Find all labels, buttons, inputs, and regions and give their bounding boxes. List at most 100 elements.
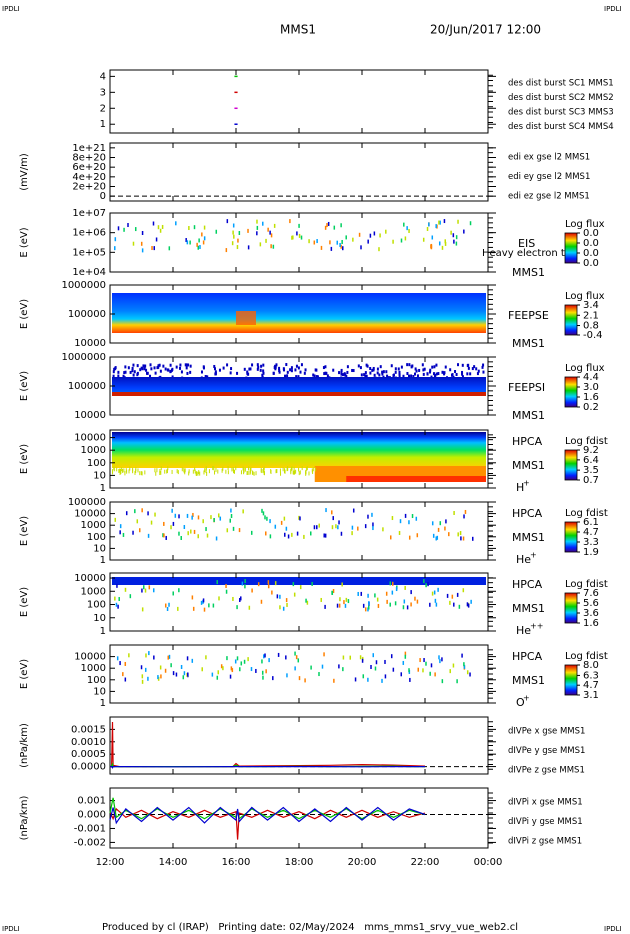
species-charge: + [523, 694, 530, 703]
spectrogram-fill [121, 467, 123, 472]
spectrogram-fill [434, 672, 436, 677]
spectrogram-fill [256, 225, 259, 230]
spectrogram-fill [272, 371, 275, 375]
spectrogram-fill [249, 468, 251, 473]
spectrogram-fill [451, 373, 454, 377]
spectrogram-fill [145, 653, 147, 658]
spectrogram-fill [414, 372, 417, 376]
spectrogram-fill [463, 514, 465, 519]
spectrogram-fill [249, 470, 251, 475]
spectrogram-fill [218, 368, 221, 372]
spectrogram-fill [262, 469, 264, 474]
spectrogram-fill [120, 468, 122, 473]
spectrogram-fill [357, 591, 359, 596]
y-tick-label: 1e+05 [72, 247, 106, 258]
spectrogram-fill [217, 670, 220, 675]
spectrogram-fill [179, 366, 182, 370]
y-tick-label: 10000 [74, 338, 106, 349]
spectrogram-fill [253, 471, 255, 476]
spectrogram-fill [459, 531, 462, 536]
instrument-label: FEEPSI [508, 381, 545, 394]
spectrogram-fill [361, 658, 364, 663]
spectrogram-fill [469, 372, 472, 376]
spectrogram-fill [260, 469, 262, 474]
legend-entry: dIVPi x gse MMS1 [508, 798, 583, 808]
spectrogram-fill [126, 469, 128, 474]
spectrogram-fill [476, 372, 479, 376]
spectrogram-fill [367, 593, 369, 598]
colorbar [564, 376, 578, 408]
spectrogram-fill [261, 373, 264, 377]
spacecraft-label: MMS1 [512, 266, 545, 279]
y-tick-label: 1000000 [61, 352, 106, 363]
spectrogram-fill [346, 476, 486, 482]
spectrogram-fill [140, 241, 143, 246]
spectrogram-fill [471, 367, 474, 371]
spectrogram-fill [305, 466, 307, 471]
spectrogram-fill [124, 365, 127, 369]
y-tick-label: 10000 [74, 509, 106, 520]
spectrogram-fill [298, 676, 301, 681]
spectrogram-fill [364, 607, 367, 612]
spectrogram-fill [148, 585, 151, 590]
spectrogram-fill [416, 533, 419, 538]
spectrogram-fill [392, 373, 395, 377]
spectrogram-fill [243, 367, 246, 371]
spectrogram-fill [374, 666, 377, 671]
spectrogram-fill [398, 530, 401, 535]
spectrogram-fill [441, 245, 444, 250]
spectrogram-fill [202, 365, 205, 369]
spectrogram-fill [482, 370, 485, 374]
spectrogram-fill [312, 467, 314, 472]
spectrogram-fill [192, 469, 194, 474]
spectrogram-fill [225, 248, 228, 253]
spectrogram-fill [439, 220, 441, 225]
spectrogram-fill [461, 375, 464, 379]
spectrogram-fill [178, 531, 180, 536]
spectrogram-fill [292, 470, 294, 475]
spectrogram-fill [194, 467, 196, 472]
spectrogram-fill [212, 603, 215, 608]
colorbar-tick-label: 4.7 [583, 527, 599, 538]
spectrogram-fill [112, 432, 486, 468]
spectrogram-fill [261, 508, 263, 513]
spectrogram-fill [365, 363, 368, 367]
spectrogram-fill [278, 366, 281, 370]
spectrogram-fill [437, 587, 439, 592]
spectrogram-fill [116, 656, 119, 661]
spectrogram-fill [379, 365, 382, 369]
spectrogram-fill [392, 581, 394, 586]
spectrogram-fill [203, 225, 206, 230]
spectrogram-fill [113, 467, 115, 472]
spectrogram-fill [414, 367, 417, 371]
spectrogram-fill [153, 246, 155, 251]
spectrogram-fill [262, 221, 264, 226]
spectrogram-fill [425, 661, 427, 666]
spectrogram-fill [392, 667, 395, 672]
spectrogram-fill [160, 466, 162, 471]
spectrogram-fill [127, 366, 130, 370]
spectrogram-fill [402, 660, 405, 665]
spectrogram-fill [316, 525, 318, 530]
spectrogram-fill [198, 238, 200, 243]
spectrogram-fill [274, 581, 277, 586]
spectrogram-fill [124, 471, 126, 476]
spectrogram-fill [392, 239, 394, 244]
spectrogram-fill [286, 602, 288, 607]
spectrogram-fill [342, 373, 345, 377]
spectrogram-fill [154, 512, 156, 517]
spectrogram-fill [298, 233, 301, 238]
spectrogram-fill [261, 659, 263, 664]
spectrogram-fill [280, 471, 282, 476]
spectrogram-fill [140, 665, 143, 670]
spectrogram-fill [372, 653, 375, 658]
spectrogram-fill [215, 536, 218, 541]
spectrogram-fill [276, 594, 279, 599]
spectrogram-fill [310, 531, 312, 536]
spectrogram-fill [449, 669, 451, 674]
spectrogram-fill [381, 370, 384, 374]
spectrogram-fill [448, 532, 450, 537]
spectrogram-fill [324, 371, 327, 375]
spectrogram-fill [368, 605, 370, 610]
spectrogram-fill [369, 371, 372, 375]
